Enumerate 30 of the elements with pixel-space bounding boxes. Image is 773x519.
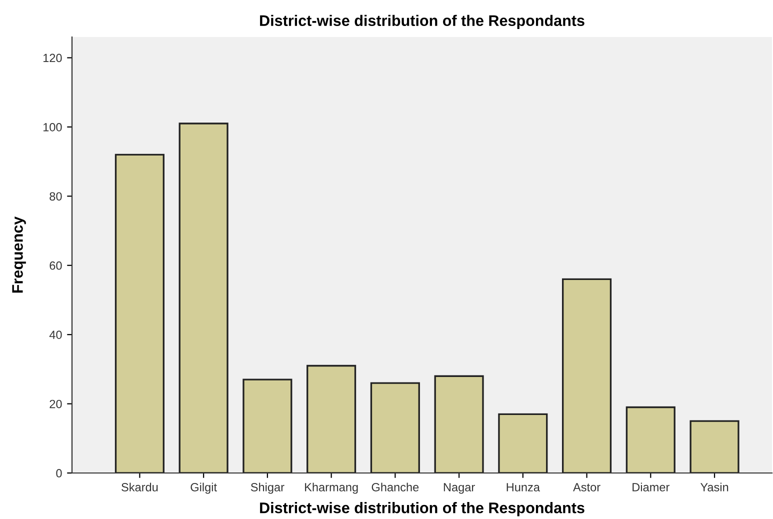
x-tick-label: Diamer (632, 482, 670, 492)
bar (626, 406, 676, 473)
bar (434, 375, 484, 473)
y-axis-title: Frequency (12, 216, 26, 293)
bar (178, 122, 228, 473)
y-tick-label: 100 (43, 123, 62, 132)
bar (562, 278, 612, 473)
y-tick-label: 0 (56, 469, 62, 478)
y-tick-label: 80 (50, 192, 62, 201)
y-tick-label: 120 (43, 54, 62, 62)
x-tick-label: Ghanche (372, 482, 419, 492)
x-tick-label: Nagar (444, 483, 475, 494)
x-axis-title: District-wise distribution of the Respondants (260, 502, 584, 516)
y-tick-label: 20 (50, 400, 62, 408)
y-tick-label: 40 (49, 330, 62, 339)
chart-title: District-wise distribution of the Respondants (260, 14, 584, 30)
x-tick-label: Yasin (700, 482, 728, 492)
bar (306, 364, 356, 473)
x-tick-label: Shigar (250, 482, 284, 494)
bar (370, 382, 420, 473)
x-tick-label: Kharmang (305, 482, 358, 494)
bar (498, 413, 548, 473)
bar (114, 154, 164, 473)
bar (242, 378, 292, 473)
bar (690, 420, 740, 473)
y-tick-label: 60 (50, 261, 62, 270)
x-tick-label: Hunza (506, 483, 540, 492)
x-tick-label: Gilgit (190, 482, 217, 494)
x-tick-label: Astor (573, 483, 600, 492)
x-tick-label: Skardu (122, 482, 158, 492)
